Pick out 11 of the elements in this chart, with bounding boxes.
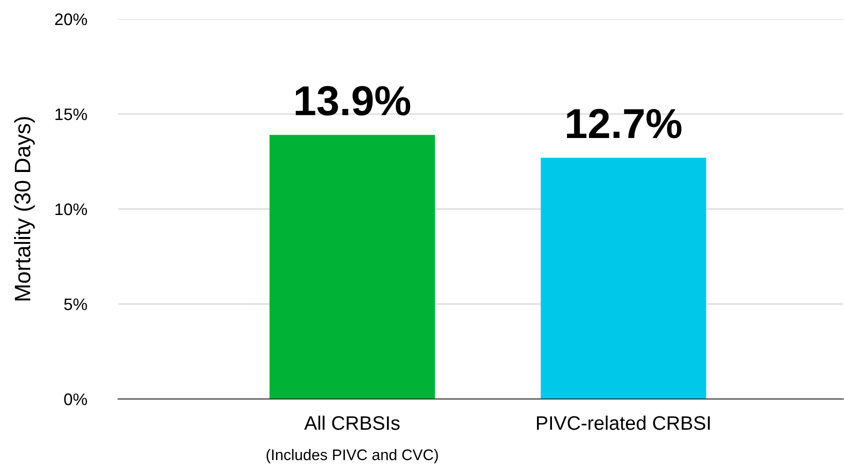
x-tick-label: All CRBSIs — [304, 416, 400, 430]
y-tick-label: 5% — [64, 298, 88, 310]
data-label: 12.7% — [567, 108, 682, 138]
y-tick-label: 0% — [64, 393, 88, 406]
text: (Includes PIVC and CVC) — [266, 449, 438, 464]
y-tick-label: 20% — [55, 13, 88, 26]
y-tick-label: 15% — [56, 108, 88, 120]
y-axis-title: Mortality (30 Days) — [14, 117, 35, 300]
y-tick-label: 10% — [56, 203, 88, 216]
x-tick-label: PIVC-related CRBSI — [536, 416, 710, 430]
data-label: 13.9% — [296, 86, 410, 116]
